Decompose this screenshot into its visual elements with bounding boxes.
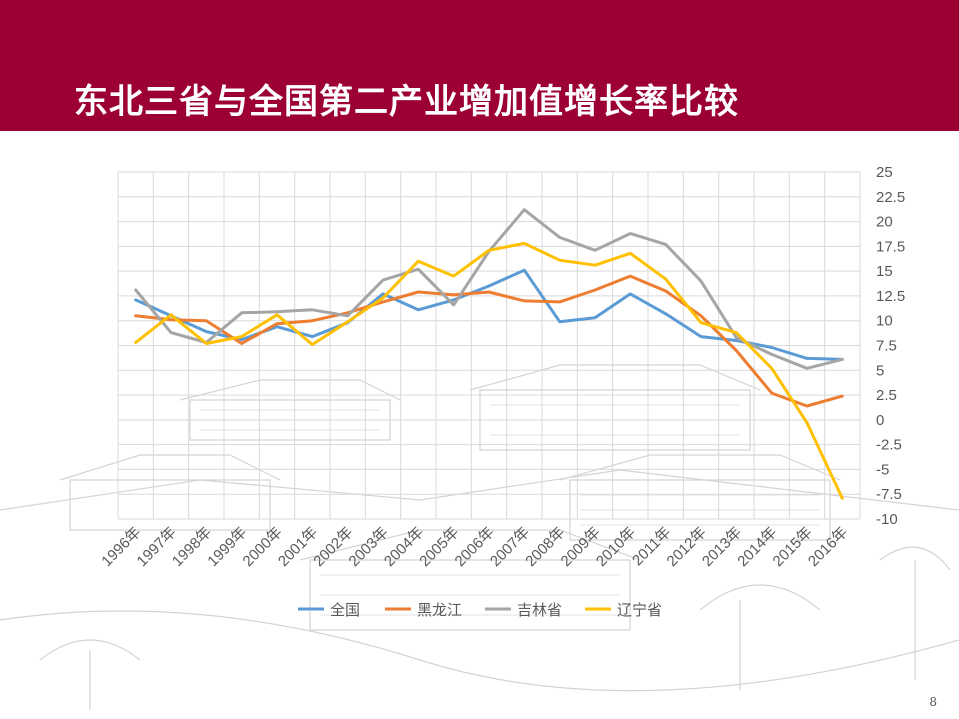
chart-series [134, 208, 844, 500]
y-tick-label: 10 [876, 313, 893, 330]
header-band [0, 0, 959, 131]
y-axis-ticks: 25 22.5 20 17.5 15 12.5 10 7.5 5 2.5 0 -2.5 -5 -7.5 -1… [876, 164, 905, 528]
y-tick-label: -2.5 [876, 437, 902, 454]
chart-grid [117, 171, 861, 520]
y-tick-label: 25 [876, 164, 893, 181]
series-line-1 [134, 274, 844, 408]
y-tick-label: -5 [876, 461, 889, 478]
y-tick-label: 7.5 [876, 338, 897, 355]
x-axis-ticks: 1996年1997年1998年1999年2000年2001年2002年2003年… [98, 524, 851, 570]
legend-label-0: 全国 [330, 601, 360, 619]
chart-legend: 全国 黑龙江 吉林省 辽宁省 [298, 601, 662, 619]
legend-label-3: 辽宁省 [617, 601, 662, 619]
background-sketch [0, 364, 959, 710]
y-tick-label: 0 [876, 412, 884, 429]
y-tick-label: 17.5 [876, 238, 905, 255]
y-tick-label: 15 [876, 263, 893, 280]
slide-title: 东北三省与全国第二产业增加值增长率比较 [74, 82, 739, 122]
y-tick-label: 2.5 [876, 387, 897, 404]
y-tick-label: 5 [876, 362, 884, 379]
series-line-0 [134, 268, 844, 361]
series-line-3 [134, 241, 844, 500]
y-tick-label: -10 [876, 511, 898, 528]
x-tick-label: 2016年 [805, 524, 851, 570]
y-tick-label: 22.5 [876, 189, 905, 206]
y-tick-label: 20 [876, 214, 893, 231]
legend-label-1: 黑龙江 [417, 601, 462, 619]
page-number: 8 [929, 695, 937, 709]
x-tick-label: 2010年 [593, 524, 639, 570]
legend-label-2: 吉林省 [517, 601, 562, 619]
y-tick-label: -7.5 [876, 486, 902, 503]
y-tick-label: 12.5 [876, 288, 905, 305]
